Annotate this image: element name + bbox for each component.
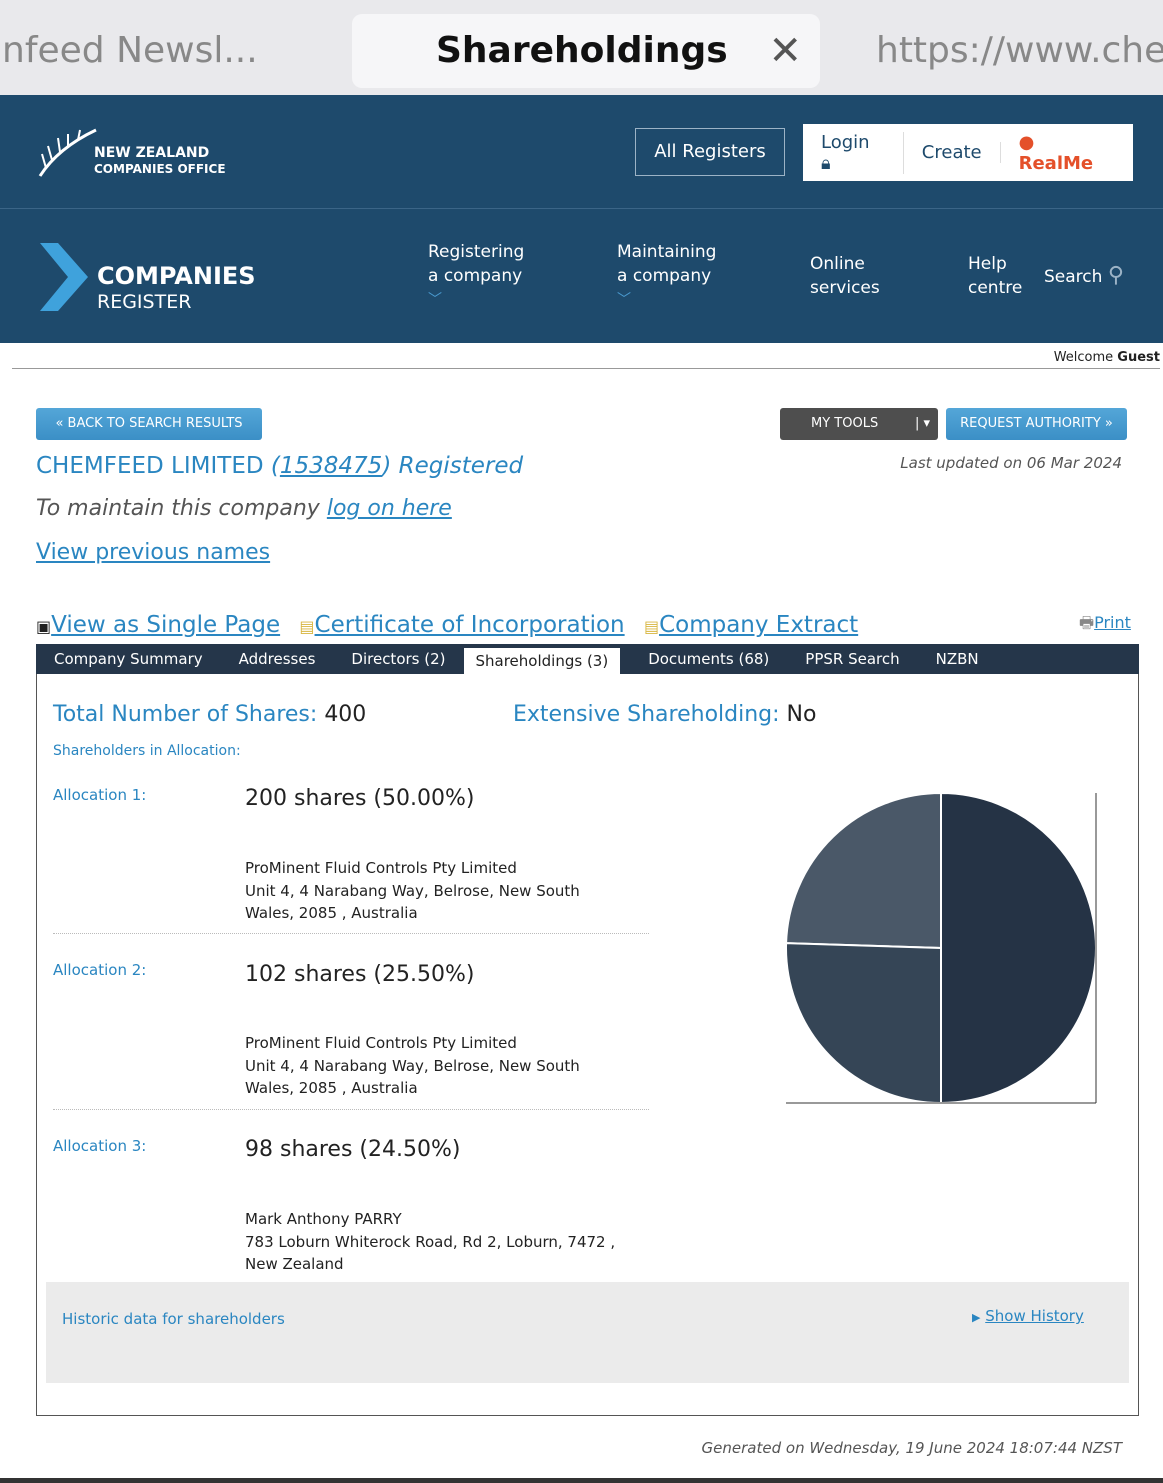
- browser-tab[interactable]: https://www.chen: [876, 30, 1163, 71]
- company-title: CHEMFEED LIMITED (1538475) Registered: [36, 453, 524, 479]
- tab-ppsr-search[interactable]: PPSR Search: [805, 650, 900, 668]
- nav-registering[interactable]: Registering a company ﹀: [428, 240, 524, 312]
- pie-slice-2: [785, 942, 942, 1105]
- tab-title: Shareholdings: [436, 30, 728, 71]
- show-history-link[interactable]: ▶ Show History: [972, 1307, 1084, 1325]
- chevron-down-icon: ﹀: [428, 292, 442, 308]
- allocation-label: Allocation 3:: [53, 1137, 147, 1155]
- tab-addresses[interactable]: Addresses: [238, 650, 316, 668]
- realme-button[interactable]: ● RealMe: [1018, 131, 1094, 174]
- all-registers-button[interactable]: All Registers: [635, 128, 785, 176]
- welcome-text: Welcome Guest: [1053, 350, 1160, 365]
- history-label: Historic data for shareholders: [62, 1310, 285, 1328]
- allocation-label: Allocation 1:: [53, 786, 147, 804]
- allocation-shares: 98 shares (24.50%): [245, 1137, 461, 1162]
- binoculars-icon: ▣: [36, 617, 52, 636]
- company-number-link[interactable]: 1538475: [279, 453, 383, 479]
- pie-slice-3: [785, 791, 942, 950]
- view-previous-names-link[interactable]: View previous names: [36, 540, 271, 565]
- bottom-bar: [0, 1478, 1163, 1483]
- tab-bar: Company Summary Addresses Directors (2) …: [36, 644, 1139, 676]
- shareholdings-panel: [36, 674, 1139, 1416]
- single-page-link[interactable]: View as Single Page: [51, 612, 281, 638]
- nav-maintaining[interactable]: Maintaining a company ﹀: [617, 240, 716, 312]
- login-button[interactable]: Login 🔒︎: [803, 131, 904, 174]
- close-icon[interactable]: ✕: [768, 28, 802, 74]
- lock-icon: 🔒︎: [821, 152, 831, 174]
- create-button[interactable]: Create: [904, 142, 1001, 163]
- certificate-icon: ▤: [299, 617, 315, 636]
- brand-subtitle: REGISTER: [97, 291, 192, 313]
- history-section: [46, 1282, 1129, 1383]
- chevron-down-icon: ﹀: [617, 292, 631, 308]
- printer-icon: 🖶︎: [1079, 613, 1095, 632]
- certificate-link[interactable]: Certificate of Incorporation: [314, 612, 625, 638]
- divider: [53, 1109, 649, 1110]
- generated-timestamp: Generated on Wednesday, 19 June 2024 18:…: [701, 1439, 1122, 1457]
- divider: [12, 368, 1160, 369]
- login-box: Login 🔒︎ Create ● RealMe: [803, 124, 1133, 181]
- browser-tab-active[interactable]: Shareholdings ✕: [352, 14, 820, 88]
- brand-title: COMPANIES: [97, 262, 256, 290]
- last-updated: Last updated on 06 Mar 2024: [900, 454, 1122, 472]
- tab-directors[interactable]: Directors (2): [351, 650, 446, 668]
- tab-documents[interactable]: Documents (68): [648, 650, 770, 668]
- pie-slice-1: [940, 791, 1097, 1105]
- browser-tab[interactable]: nfeed Newsl...: [2, 30, 258, 71]
- triangle-right-icon: ▶: [972, 1311, 981, 1324]
- total-shares: Total Number of Shares: 400: [53, 702, 367, 727]
- nav-online-services[interactable]: Online services: [810, 254, 880, 298]
- shareholder-details: ProMinent Fluid Controls Pty Limited Unit…: [245, 859, 580, 922]
- logo-text: NEW ZEALAND COMPANIES OFFICE: [94, 145, 226, 176]
- tab-company-summary[interactable]: Company Summary: [54, 650, 203, 668]
- allocation-label: Allocation 2:: [53, 961, 147, 979]
- my-tools-button[interactable]: MY TOOLS | ▾: [780, 408, 938, 440]
- shareholding-pie-chart: [785, 791, 1097, 1105]
- allocation-shares: 102 shares (25.50%): [245, 962, 475, 987]
- divider: [53, 933, 649, 934]
- search-icon: ⚲: [1107, 263, 1124, 288]
- dropdown-arrow-icon: | ▾: [914, 416, 930, 431]
- fern-logo-icon[interactable]: [38, 128, 98, 178]
- shareholders-label: Shareholders in Allocation:: [53, 743, 241, 759]
- chevron-logo-icon: [40, 243, 90, 315]
- tab-shareholdings[interactable]: Shareholdings (3): [463, 648, 621, 676]
- document-links: ▣View as Single Page ▤Certificate of Inc…: [36, 612, 858, 638]
- extract-icon: ▤: [643, 617, 660, 636]
- back-to-search-button[interactable]: « BACK TO SEARCH RESULTS: [36, 408, 262, 440]
- allocation-shares: 200 shares (50.00%): [245, 786, 475, 811]
- maintain-text: To maintain this company log on here: [36, 496, 452, 521]
- nav-search[interactable]: Search ⚲: [1044, 263, 1124, 288]
- nav-help-centre[interactable]: Help centre: [968, 254, 1023, 298]
- print-link[interactable]: 🖶︎Print: [1079, 613, 1131, 632]
- shareholder-details: Mark Anthony PARRY 783 Loburn Whiterock R…: [245, 1210, 616, 1273]
- extract-link[interactable]: Company Extract: [659, 612, 859, 638]
- request-authority-button[interactable]: REQUEST AUTHORITY »: [946, 408, 1127, 440]
- shareholder-details: ProMinent Fluid Controls Pty Limited Unit…: [245, 1034, 580, 1097]
- log-on-link[interactable]: log on here: [326, 496, 452, 521]
- tab-nzbn[interactable]: NZBN: [935, 650, 979, 668]
- extensive-shareholding: Extensive Shareholding: No: [513, 702, 817, 727]
